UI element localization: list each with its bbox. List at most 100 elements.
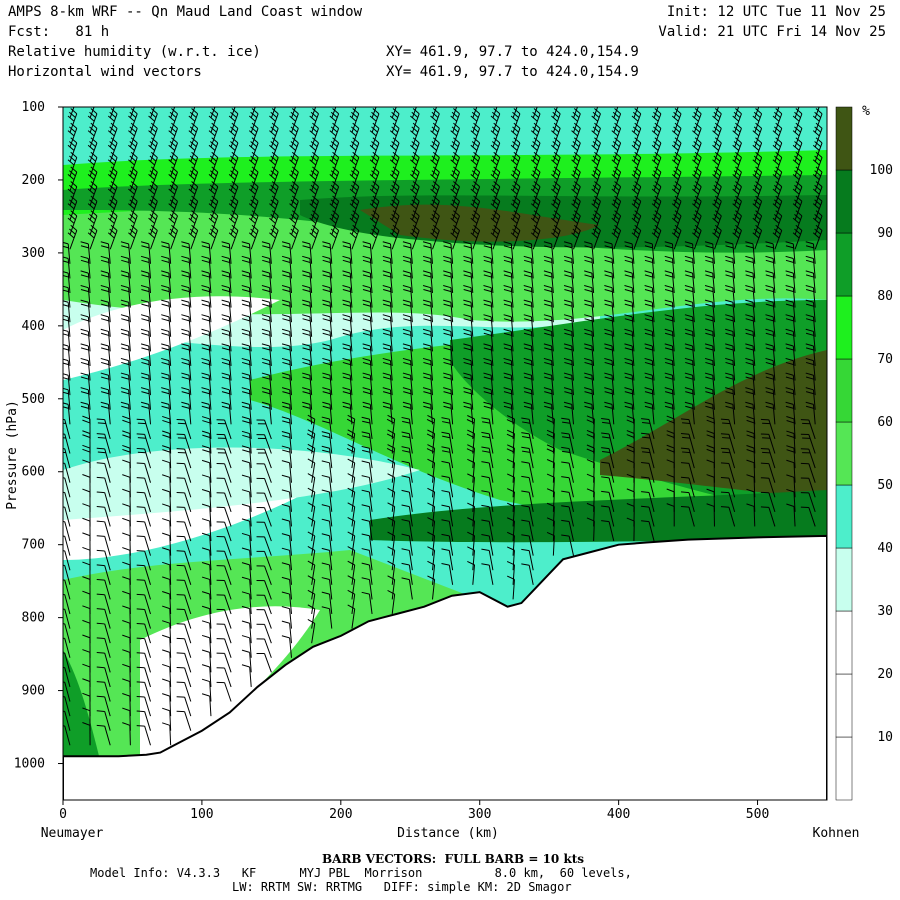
wind-barb — [443, 285, 454, 308]
wind-barb — [752, 166, 763, 192]
wind-barb — [546, 531, 555, 556]
wind-barb — [684, 314, 695, 337]
wind-barb — [441, 563, 454, 585]
wind-barb — [450, 166, 460, 192]
wind-barb — [732, 166, 742, 192]
wind-barb — [692, 122, 702, 148]
wind-barb — [241, 445, 252, 469]
wind-barb — [96, 418, 111, 440]
wind-barb — [450, 137, 460, 162]
wind-barb — [107, 181, 118, 206]
wind-barb — [256, 536, 272, 556]
y-tick-label-600: 600 — [22, 465, 45, 480]
wind-barb — [671, 181, 682, 206]
wind-barb — [230, 107, 236, 119]
wind-barb — [161, 255, 172, 279]
wind-barb — [362, 299, 373, 323]
wind-barb — [67, 151, 78, 177]
wind-barb — [532, 107, 538, 119]
wind-barb — [281, 489, 293, 512]
wind-barb — [256, 463, 272, 483]
wind-barb — [573, 107, 579, 119]
wind-barb — [422, 343, 433, 367]
wind-barb — [601, 447, 615, 469]
wind-barb — [752, 210, 763, 235]
wind-barb — [812, 210, 823, 235]
wind-barb — [704, 357, 715, 381]
wind-barb — [329, 166, 340, 192]
wind-barb — [664, 299, 675, 323]
wind-barb — [176, 696, 192, 717]
wind-barb — [150, 107, 156, 119]
wind-barb — [387, 473, 396, 498]
wind-barb — [631, 151, 642, 177]
wind-barb — [745, 343, 756, 367]
wind-barb — [302, 387, 313, 410]
wind-barb — [680, 418, 695, 440]
wind-barb — [261, 270, 272, 294]
wind-barb — [467, 531, 476, 556]
wind-barb — [168, 151, 178, 177]
wind-barb — [604, 270, 615, 294]
wind-barb — [309, 195, 319, 221]
wind-barb — [216, 608, 232, 629]
wind-barb — [805, 328, 816, 352]
wind-barb — [772, 210, 783, 235]
wind-barb — [181, 328, 192, 352]
wind-barb — [466, 429, 476, 454]
wind-barb — [422, 241, 433, 264]
wind-barb — [261, 343, 272, 367]
wind-barb — [216, 448, 232, 469]
wind-barb — [684, 343, 695, 367]
wind-barb — [321, 606, 333, 629]
wind-barb — [712, 166, 722, 192]
wind-barb — [201, 634, 212, 658]
wind-barb — [483, 387, 494, 410]
wind-barb — [382, 343, 393, 367]
wind-barb — [786, 416, 796, 439]
wind-barb — [67, 224, 78, 250]
wind-barb — [604, 299, 615, 323]
wind-barb — [120, 357, 131, 381]
wind-barb — [309, 151, 319, 177]
wind-barb — [181, 270, 192, 294]
wind-barb — [241, 489, 252, 512]
wind-barb — [530, 224, 541, 250]
wind-barb — [664, 372, 675, 396]
wind-barb — [188, 210, 199, 235]
wind-barb — [190, 107, 196, 119]
wind-barb — [427, 458, 436, 483]
wind-barb — [87, 181, 98, 206]
wind-barb — [89, 107, 95, 119]
y-tick-label-100: 100 — [22, 100, 45, 115]
wind-barb — [692, 166, 702, 192]
wind-barb — [401, 431, 413, 454]
wind-barb — [712, 137, 722, 162]
wind-barb — [148, 166, 158, 192]
wind-barb — [228, 166, 239, 192]
wind-barb — [786, 459, 796, 483]
colorbar-label-90: 90 — [877, 226, 893, 241]
wind-barb — [402, 343, 413, 367]
wind-barb — [584, 285, 595, 308]
wind-barb — [692, 151, 702, 177]
wind-barb — [490, 122, 501, 148]
wind-barb — [523, 285, 534, 308]
wind-barb — [96, 724, 111, 746]
wind-barb — [63, 387, 71, 410]
wind-barb — [800, 448, 816, 469]
wind-barb — [752, 137, 763, 162]
wind-barb — [402, 270, 413, 294]
wind-barb — [256, 521, 272, 542]
wind-barb — [96, 491, 111, 512]
wind-barb — [281, 503, 293, 527]
wind-barb — [136, 695, 151, 717]
wind-barb — [463, 270, 474, 294]
wind-barb — [329, 210, 340, 235]
wind-barb — [720, 433, 736, 454]
wind-barb — [128, 210, 138, 235]
wind-barb — [306, 429, 316, 454]
wind-barb — [402, 255, 413, 279]
wind-barb — [307, 531, 316, 556]
wind-barb — [181, 255, 192, 279]
